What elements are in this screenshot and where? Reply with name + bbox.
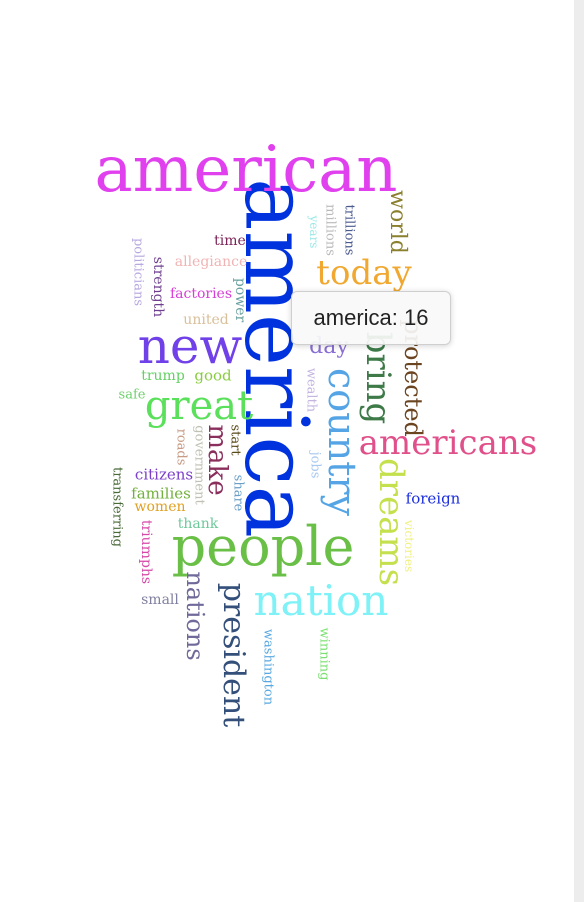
- word-people[interactable]: people: [171, 515, 355, 578]
- word-roads[interactable]: roads: [173, 428, 189, 466]
- word-country[interactable]: country: [320, 367, 364, 517]
- word-power[interactable]: power: [232, 277, 248, 323]
- word-winning[interactable]: winning: [316, 627, 332, 681]
- word-allegiance[interactable]: allegiance: [174, 254, 248, 270]
- word-washington[interactable]: washington: [260, 628, 276, 706]
- word-women[interactable]: women: [134, 499, 186, 515]
- word-americans[interactable]: americans: [358, 423, 538, 463]
- word-foreign[interactable]: foreign: [405, 489, 461, 508]
- word-trillions[interactable]: trillions: [341, 204, 357, 256]
- word-government[interactable]: government: [191, 425, 207, 505]
- word-trump[interactable]: trump: [141, 368, 185, 384]
- word-bring[interactable]: bring: [358, 331, 398, 425]
- word-president[interactable]: president: [216, 582, 251, 728]
- word-time[interactable]: time: [214, 233, 246, 249]
- word-politicians[interactable]: politicians: [130, 237, 146, 307]
- word-tooltip: america: 16: [291, 291, 451, 345]
- word-american[interactable]: american: [94, 133, 398, 207]
- word-united[interactable]: united: [183, 312, 229, 328]
- word-good[interactable]: good: [194, 366, 232, 385]
- word-new[interactable]: new: [137, 317, 243, 375]
- word-factories[interactable]: factories: [169, 286, 233, 302]
- word-transferring[interactable]: transferring: [109, 466, 125, 548]
- word-today[interactable]: today: [316, 253, 412, 293]
- word-small[interactable]: small: [141, 592, 179, 608]
- word-safe[interactable]: safe: [118, 387, 146, 403]
- word-wealth[interactable]: wealth: [303, 367, 319, 413]
- word-millions[interactable]: millions: [322, 204, 338, 256]
- word-world[interactable]: world: [385, 190, 410, 254]
- word-share[interactable]: share: [230, 474, 246, 512]
- word-strength[interactable]: strength: [150, 256, 166, 318]
- word-victories[interactable]: victories: [402, 519, 416, 573]
- word-nations[interactable]: nations: [181, 571, 209, 661]
- word-years[interactable]: years: [307, 215, 321, 249]
- word-great[interactable]: great: [144, 383, 254, 429]
- word-thank[interactable]: thank: [177, 516, 219, 532]
- word-jobs[interactable]: jobs: [307, 451, 323, 479]
- word-nation[interactable]: nation: [253, 576, 389, 625]
- word-triumphs[interactable]: triumphs: [138, 519, 154, 585]
- scrollbar-gutter[interactable]: [574, 0, 584, 902]
- word-make[interactable]: make: [202, 424, 232, 496]
- word-start[interactable]: start: [227, 424, 243, 456]
- word-families[interactable]: families: [131, 484, 191, 503]
- word-citizens[interactable]: citizens: [134, 465, 194, 484]
